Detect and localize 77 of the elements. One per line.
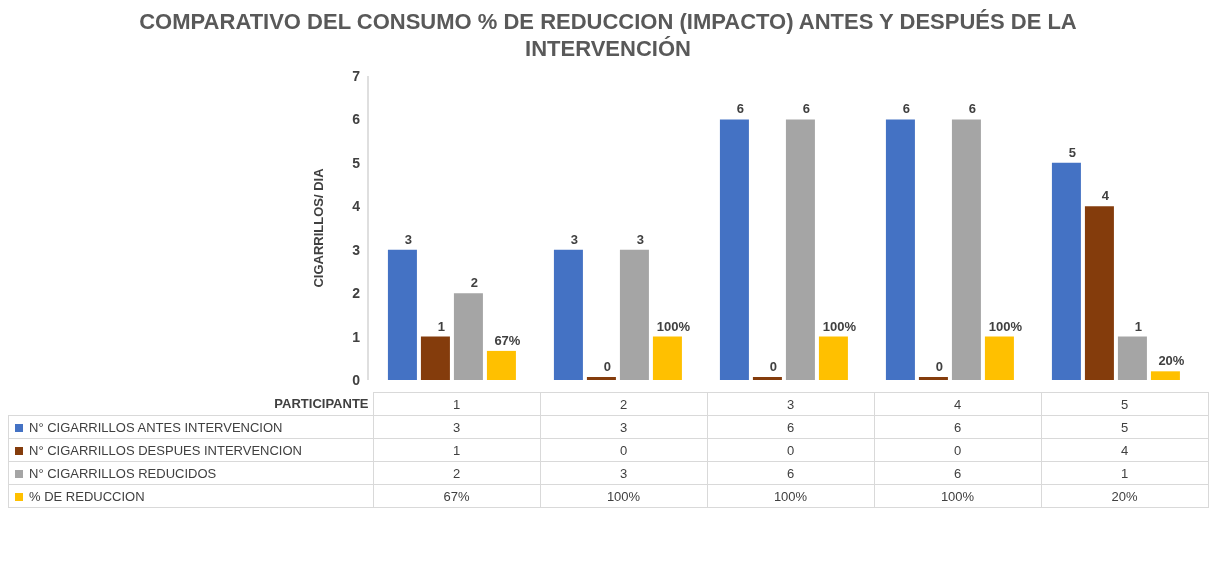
bar	[619, 249, 649, 380]
text: 0	[769, 359, 778, 374]
text: 1	[1134, 318, 1143, 334]
text: 6	[902, 101, 911, 117]
bar	[486, 350, 516, 380]
data-label: 6	[874, 461, 1041, 485]
data-label: 20%	[1041, 484, 1208, 508]
data-label: 6	[707, 461, 874, 485]
bar	[984, 336, 1014, 380]
y-tick-label: 3	[352, 241, 361, 258]
legend-label: N° CIGARRILLOS ANTES INTERVENCION	[8, 415, 373, 439]
chart-title: COMPARATIVO DEL CONSUMO % DE REDUCCION (IMPACTO) ANTES Y DESPUÉS DE LA INTERVENCIÓN	[138, 8, 1078, 62]
x-tick-label: 1	[373, 392, 540, 416]
text: 2	[470, 275, 479, 291]
text: 20%	[1158, 353, 1185, 369]
y-tick-label: 4	[352, 198, 361, 215]
bar	[818, 336, 848, 380]
data-label: 3	[540, 461, 707, 485]
bar	[553, 249, 583, 380]
data-label: 0	[707, 438, 874, 462]
data-label: 0	[874, 438, 1041, 462]
text: 100%	[656, 318, 691, 334]
x-tick-label: 5	[1041, 392, 1208, 416]
text: 6	[968, 101, 977, 117]
y-tick-label: 0	[352, 371, 361, 388]
bar	[719, 119, 749, 380]
bar	[1084, 206, 1114, 380]
text: 4	[1101, 188, 1110, 204]
legend-label: N° CIGARRILLOS REDUCIDOS	[8, 461, 373, 485]
x-tick-label: 3	[707, 392, 874, 416]
bar	[951, 119, 981, 380]
text: 5	[1068, 144, 1077, 160]
data-label: 5	[1041, 415, 1208, 439]
data-label: 6	[707, 415, 874, 439]
data-label: 3	[540, 415, 707, 439]
data-label: 6	[874, 415, 1041, 439]
text: 3	[636, 231, 645, 247]
data-label: 1	[1041, 461, 1208, 485]
bar	[420, 336, 450, 380]
text: 6	[802, 101, 811, 117]
y-tick-label: 2	[352, 285, 361, 302]
legend-label: N° CIGARRILLOS DESPUES INTERVENCION	[8, 438, 373, 462]
data-label: 3	[373, 415, 540, 439]
data-label: 100%	[540, 484, 707, 508]
text: 0	[603, 359, 612, 374]
y-axis-title: CIGARRILLOS/ DIA	[310, 167, 326, 288]
text: 1	[437, 318, 446, 334]
x-tick-label: 2	[540, 392, 707, 416]
text: 3	[570, 231, 579, 247]
y-tick-label: 1	[352, 328, 361, 345]
bar	[885, 119, 915, 380]
data-label: 4	[1041, 438, 1208, 462]
data-label: 0	[540, 438, 707, 462]
bar	[652, 336, 682, 380]
bar	[1150, 371, 1180, 380]
bar	[1117, 336, 1147, 380]
bar	[387, 249, 417, 380]
text: 67%	[494, 332, 521, 348]
data-label: 100%	[707, 484, 874, 508]
bar	[453, 293, 483, 380]
data-label: 67%	[373, 484, 540, 508]
text: 100%	[988, 318, 1023, 334]
text: 6	[736, 101, 745, 117]
y-tick-label: 6	[352, 111, 361, 128]
legend-label: % DE REDUCCION	[8, 484, 373, 508]
y-tick-label: 5	[352, 154, 361, 171]
data-label: 1	[373, 438, 540, 462]
x-axis-title: PARTICIPANTE	[273, 395, 370, 414]
text: 0	[935, 359, 944, 374]
text: 3	[404, 231, 413, 247]
data-label: 100%	[874, 484, 1041, 508]
y-tick-label: 7	[352, 67, 361, 84]
x-tick-label: 4	[874, 392, 1041, 416]
bar	[785, 119, 815, 380]
bar	[1051, 162, 1081, 380]
data-label: 2	[373, 461, 540, 485]
text: 100%	[822, 318, 857, 334]
